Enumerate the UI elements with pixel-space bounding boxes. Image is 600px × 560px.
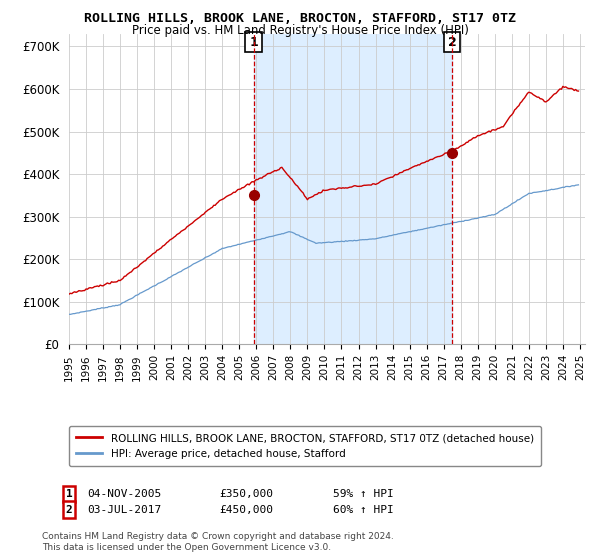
Text: 1: 1 <box>249 36 258 49</box>
Bar <box>254 34 452 344</box>
Text: 2: 2 <box>448 36 457 49</box>
Text: 2: 2 <box>65 505 73 515</box>
Text: 04-NOV-2005: 04-NOV-2005 <box>87 489 161 499</box>
Text: 60% ↑ HPI: 60% ↑ HPI <box>333 505 394 515</box>
Text: 59% ↑ HPI: 59% ↑ HPI <box>333 489 394 499</box>
Text: ROLLING HILLS, BROOK LANE, BROCTON, STAFFORD, ST17 0TZ: ROLLING HILLS, BROOK LANE, BROCTON, STAF… <box>84 12 516 25</box>
Text: 1: 1 <box>65 489 73 499</box>
Text: £350,000: £350,000 <box>219 489 273 499</box>
Legend: ROLLING HILLS, BROOK LANE, BROCTON, STAFFORD, ST17 0TZ (detached house), HPI: Av: ROLLING HILLS, BROOK LANE, BROCTON, STAF… <box>69 426 541 466</box>
Text: Contains HM Land Registry data © Crown copyright and database right 2024.
This d: Contains HM Land Registry data © Crown c… <box>42 533 394 552</box>
Text: Price paid vs. HM Land Registry's House Price Index (HPI): Price paid vs. HM Land Registry's House … <box>131 24 469 37</box>
Text: 03-JUL-2017: 03-JUL-2017 <box>87 505 161 515</box>
Text: £450,000: £450,000 <box>219 505 273 515</box>
